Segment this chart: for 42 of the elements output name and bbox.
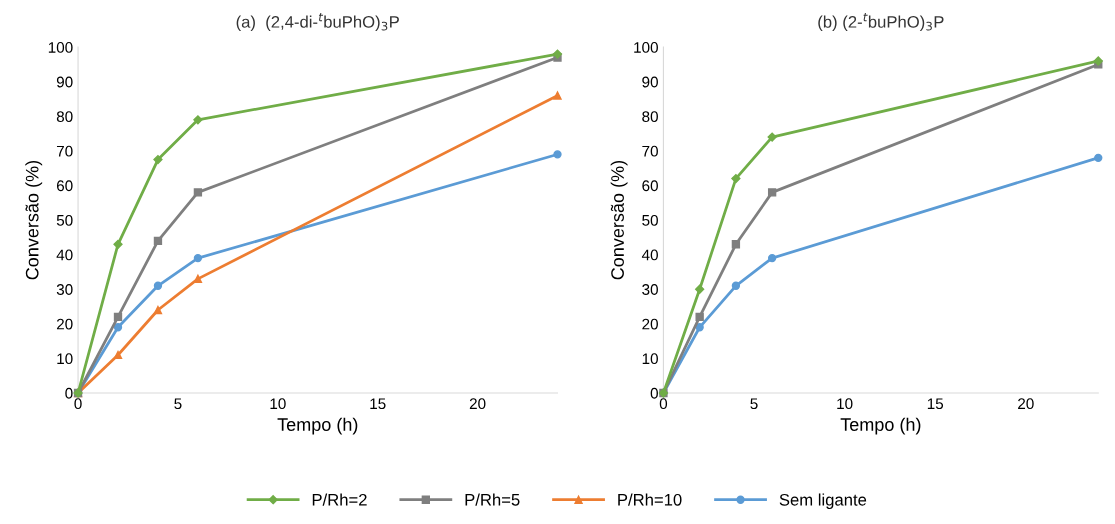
y-tick-label: 50 [642,214,658,226]
y-tick-label: 70 [642,145,658,157]
y-tick-label: 80 [642,111,658,123]
y-tick-label: 70 [56,145,73,157]
x-tick-label: 15 [370,398,386,410]
y-tick-label: 80 [56,111,73,123]
x-tick-label: 10 [270,398,286,410]
y-tick-label: 50 [56,214,73,226]
y-tick-label: 90 [642,76,658,88]
x-tick-label: 15 [927,398,944,410]
y-tick-label: 90 [56,76,73,88]
y-tick-label: 40 [641,249,658,261]
legend-label: Sem ligante [779,493,867,509]
x-axis-title: Tempo (h) [840,417,921,435]
y-tick-label: 30 [56,284,73,295]
legend-label: P/Rh=2 [312,493,367,506]
y-tick-label: 60 [642,180,658,192]
y-axis-title: Conversão (%) [610,160,628,280]
y-tick-label: 10 [57,353,73,365]
chart-title: (b) (2-$^{t}$buPhO)$_{3}$P [818,13,944,32]
x-tick-label: 0 [74,398,82,410]
y-tick-label: 0 [650,387,658,399]
x-tick-label: 5 [750,398,758,410]
y-tick-label: 60 [56,180,73,192]
y-tick-label: 10 [642,353,658,365]
y-tick-label: 20 [642,318,658,330]
chart-title: (a) (2,4-di-$^{t}$buPhO)$_{3}$P [236,13,399,32]
x-tick-label: 20 [1018,398,1034,410]
legend-label: P/Rh=5 [465,493,520,506]
x-tick-label: 20 [469,398,486,410]
x-axis-title: Tempo (h) [277,417,358,435]
y-tick-label: 0 [65,387,73,399]
x-tick-label: 0 [659,398,668,410]
y-tick-label: 40 [56,249,73,261]
y-tick-label: 20 [56,318,73,330]
y-tick-label: 30 [642,284,658,295]
x-tick-label: 5 [174,398,182,410]
x-tick-label: 10 [837,398,853,410]
y-tick-label: 100 [634,42,658,53]
y-tick-label: 100 [48,42,73,53]
legend-label: P/Rh=10 [618,493,682,506]
y-axis-title: Conversão (%) [25,160,43,280]
